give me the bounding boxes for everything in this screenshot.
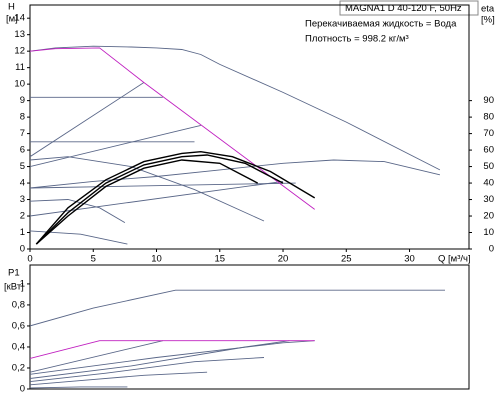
x-tick-label: 20 (278, 254, 289, 265)
y-tick-label: 0,6 (12, 320, 25, 331)
y2-tick-label: 60 (483, 145, 494, 156)
y-tick-label: 0 (20, 244, 25, 255)
y-tick-label: 0 (20, 384, 25, 395)
curve (30, 182, 296, 189)
x-axis-label: Q [м³/ч] (438, 254, 471, 265)
curve (30, 47, 315, 210)
y-tick-label: 11 (15, 62, 25, 73)
y-axis-label: H (8, 2, 15, 13)
y2-axis-unit: [%] (481, 15, 495, 26)
curve (30, 156, 265, 222)
curve (30, 199, 126, 223)
y-tick-label: 2 (20, 211, 25, 222)
y-axis-unit: [кВт] (4, 282, 24, 293)
curve (30, 124, 201, 168)
y2-axis-label: eta (481, 4, 495, 15)
x-tick-label: 10 (151, 254, 162, 265)
curve (30, 371, 208, 386)
curve (30, 340, 315, 359)
y-tick-label: 7 (20, 128, 25, 139)
y2-tick-label: 40 (483, 178, 494, 189)
y-tick-label: 9 (20, 95, 25, 106)
curve (30, 357, 265, 383)
curve (30, 340, 290, 379)
series-group (30, 45, 441, 245)
y-tick-label: 14 (14, 13, 25, 24)
y-tick-label: 4 (20, 178, 25, 189)
y2-tick-label: 20 (483, 211, 494, 222)
x-tick-label: 25 (341, 254, 352, 265)
y-tick-label: 6 (20, 145, 25, 156)
y-tick-label: 0,8 (12, 299, 25, 310)
curve (30, 82, 145, 158)
y-tick-label: 0,2 (12, 362, 25, 373)
curve (35, 159, 259, 245)
y-tick-label: 13 (14, 29, 25, 40)
plot-frame (29, 4, 470, 250)
x-tick-label: 5 (91, 254, 96, 265)
y2-tick-label: 30 (483, 194, 494, 205)
y-tick-label: 3 (20, 194, 25, 205)
series-group (30, 289, 445, 389)
annotation: Плотность = 998.2 кг/м³ (305, 34, 409, 45)
curve (35, 154, 284, 245)
curve (30, 289, 445, 327)
chart-title: MAGNA1 D 40-120 F, 50Hz (345, 3, 462, 14)
plot-frame (29, 264, 470, 390)
y2-tick-label: 70 (483, 128, 494, 139)
y-tick-label: 10 (14, 79, 25, 90)
y-axis-label: P1 (8, 268, 20, 279)
y2-tick-label: 50 (483, 161, 494, 172)
y-tick-label: 8 (20, 112, 25, 123)
curve (30, 45, 441, 171)
y-tick-label: 0,4 (12, 341, 25, 352)
curve (30, 386, 128, 389)
y2-tick-label: 90 (483, 95, 494, 106)
curve (30, 340, 315, 375)
x-tick-label: 30 (404, 254, 415, 265)
y-axis-unit: [м] (6, 14, 18, 25)
annotation: Перекачиваемая жидкость = Вода (305, 19, 457, 30)
y2-tick-label: 80 (483, 112, 494, 123)
curve (35, 150, 316, 245)
x-tick-label: 0 (27, 254, 32, 265)
y2-tick-label: 10 (483, 227, 494, 238)
x-tick-label: 15 (214, 254, 225, 265)
y-tick-label: 5 (20, 161, 25, 172)
curve (30, 340, 163, 373)
curve (30, 180, 284, 217)
y-tick-label: 1 (20, 278, 25, 289)
y-tick-label: 12 (14, 46, 25, 57)
y2-tick-label: 0 (489, 244, 494, 255)
y-tick-label: 1 (20, 227, 25, 238)
